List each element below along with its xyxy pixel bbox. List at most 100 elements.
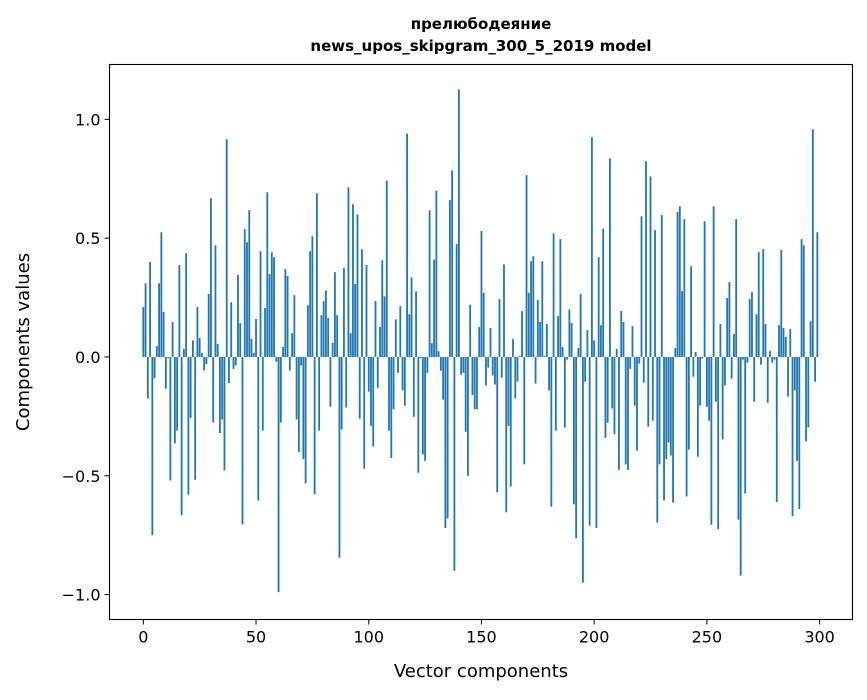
bar-component-20 [187,356,190,495]
bar-component-191 [572,356,575,505]
bar-component-138 [453,356,456,571]
bar-component-69 [297,356,300,453]
bar-component-242 [687,356,690,450]
bar-component-87 [338,356,341,558]
bar-component-13 [171,322,174,357]
bar-component-24 [196,307,199,357]
bar-component-67 [293,295,296,357]
bar-component-0 [142,307,145,357]
bar-component-100 [367,356,370,392]
bar-component-47 [248,210,251,357]
bar-component-175 [536,299,539,357]
bar-component-254 [714,356,717,402]
chart-title-line2: news_upos_skipgram_300_5_2019 model [310,37,651,55]
bar-component-121 [415,291,417,357]
bar-component-1 [144,283,147,357]
bar-component-164 [512,338,514,357]
bar-component-181 [550,356,553,507]
bar-component-250 [705,356,708,407]
bar-component-93 [352,204,354,357]
bar-component-99 [365,265,368,357]
bar-component-197 [586,330,589,357]
bar-component-248 [701,356,704,359]
bar-component-21 [189,356,192,418]
bar-component-82 [327,318,330,357]
y-tick-label: 0.0 [75,348,100,367]
bar-component-146 [471,356,474,395]
bar-component-133 [442,356,445,400]
bar-component-16 [178,265,181,357]
bar-component-78 [318,356,321,431]
bar-component-288 [791,356,794,517]
bar-component-149 [478,327,481,357]
bar-component-161 [505,356,508,513]
bar-component-48 [250,338,253,357]
bar-component-199 [591,137,593,357]
bar-component-171 [527,292,530,357]
bar-component-115 [401,356,404,391]
bar-component-127 [428,210,431,357]
bar-component-155 [491,356,494,376]
bar-component-294 [805,356,807,442]
bar-component-5 [153,356,156,379]
bar-component-287 [789,328,792,357]
bar-component-22 [192,340,194,357]
bar-component-74 [309,251,312,357]
bar-component-124 [421,356,424,455]
bar-component-83 [329,356,332,407]
bar-component-56 [268,274,271,357]
bar-component-185 [559,239,562,357]
bar-component-265 [739,356,742,576]
bar-component-169 [523,356,526,465]
bar-component-135 [446,356,449,519]
bar-component-136 [448,200,451,357]
bar-component-263 [735,219,738,357]
bar-component-137 [451,170,454,357]
bar-component-44 [241,356,244,525]
y-tick-label: −0.5 [62,467,101,486]
bar-component-101 [370,356,372,426]
bar-component-216 [629,356,632,369]
bar-component-215 [627,356,629,470]
bar-component-68 [295,356,298,420]
bar-component-270 [751,292,753,357]
bar-component-264 [737,356,740,520]
bar-component-218 [633,356,636,406]
bar-component-111 [392,356,395,410]
bar-component-80 [322,301,325,357]
bar-component-158 [498,298,501,357]
bar-component-142 [462,356,465,373]
bar-component-226 [651,356,654,421]
bar-component-285 [784,337,787,357]
bar-component-112 [394,319,397,357]
bar-component-186 [561,346,564,357]
bar-component-278 [769,351,771,357]
bar-component-179 [545,323,548,357]
bar-component-98 [363,356,366,469]
bar-component-162 [507,356,510,426]
bar-component-61 [279,356,282,423]
bar-component-160 [503,264,505,357]
bar-component-110 [390,356,393,458]
bar-component-281 [775,356,778,502]
bar-component-73 [306,305,309,357]
bar-component-249 [703,221,706,357]
bar-component-209 [613,356,616,435]
bar-component-32 [214,245,217,357]
bar-component-92 [349,333,352,357]
bars-group [142,89,819,593]
bar-component-18 [182,348,185,357]
bar-component-257 [721,356,724,440]
bar-component-291 [798,356,801,510]
bar-component-129 [433,259,436,357]
bar-component-140 [458,89,460,357]
bar-component-223 [645,161,647,357]
bar-component-244 [692,356,695,377]
bar-component-145 [469,304,472,357]
bar-component-196 [584,356,587,382]
bar-component-123 [419,356,422,359]
bar-component-108 [385,180,388,357]
bar-component-130 [435,190,438,357]
bar-component-31 [212,356,215,423]
